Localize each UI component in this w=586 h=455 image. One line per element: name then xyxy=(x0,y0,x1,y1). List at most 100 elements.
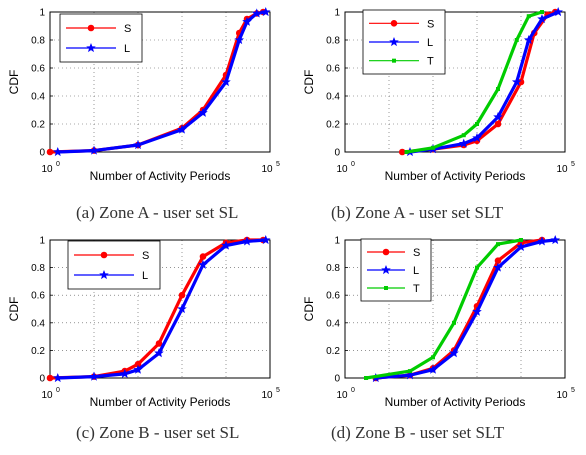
x-tick-label: 10 xyxy=(261,164,273,175)
data-point-S xyxy=(155,340,163,347)
caption-b: (b) Zone A - user set SLT xyxy=(331,203,504,222)
legend-marker-L xyxy=(381,264,391,275)
data-point-S xyxy=(46,374,54,382)
legend: SL xyxy=(67,240,161,290)
series-L xyxy=(52,6,271,157)
x-tick-exponent: 5 xyxy=(571,161,575,168)
y-tick-label: 1 xyxy=(39,236,45,247)
y-axis-label: CDF xyxy=(7,297,21,322)
legend: SL xyxy=(59,13,143,63)
legend: SLT xyxy=(360,238,432,302)
caption-a: (a) Zone A - user set SL xyxy=(76,203,239,222)
y-tick-label: 1 xyxy=(334,236,340,247)
data-point-L xyxy=(119,368,130,378)
x-axis-label: Number of Activity Periods xyxy=(90,169,231,183)
legend-label-L: L xyxy=(413,265,419,277)
caption-d: (d) Zone B - user set SLT xyxy=(331,423,505,442)
data-point-S xyxy=(178,291,186,299)
caption-c: (c) Zone B - user set SL xyxy=(76,423,240,442)
plot-frame xyxy=(49,11,271,153)
y-tick-label: 0.2 xyxy=(326,120,340,131)
legend-label-S: S xyxy=(124,23,131,35)
y-tick-label: 0.8 xyxy=(326,36,340,47)
x-tick-label: 10 xyxy=(261,390,273,401)
data-point-S xyxy=(46,148,54,156)
plot-frame xyxy=(344,11,566,153)
legend-marker-L xyxy=(389,36,399,47)
x-tick-exponent: 5 xyxy=(276,387,280,394)
y-tick-label: 0.6 xyxy=(31,64,45,75)
x-tick-label: 10 xyxy=(41,164,53,175)
series-T xyxy=(363,238,523,380)
data-point-L xyxy=(234,34,245,45)
legend-marker-L xyxy=(99,269,109,280)
y-tick-label: 0.2 xyxy=(31,346,45,357)
data-point-L xyxy=(198,107,208,117)
data-point-L xyxy=(537,236,547,246)
data-point-L xyxy=(405,370,415,380)
data-point-T xyxy=(404,150,409,154)
legend-marker-T xyxy=(384,286,388,290)
data-point-T xyxy=(461,133,466,138)
legend-box xyxy=(67,240,161,290)
y-tick-label: 0.4 xyxy=(31,318,45,329)
data-point-T xyxy=(495,87,500,91)
data-point-T xyxy=(451,320,456,325)
y-axis-label: CDF xyxy=(302,297,316,322)
y-tick-label: 1 xyxy=(334,8,340,19)
legend-marker-S xyxy=(87,24,95,32)
data-point-T xyxy=(407,369,412,374)
y-tick-label: 0.4 xyxy=(326,318,340,329)
series-T xyxy=(404,10,544,154)
series-line-L xyxy=(57,238,266,380)
y-axis-label: CDF xyxy=(7,70,21,95)
data-point-L xyxy=(260,6,271,17)
legend-label-L: L xyxy=(124,43,130,55)
data-point-T xyxy=(495,242,500,247)
data-point-L xyxy=(177,124,187,134)
x-tick-exponent: 0 xyxy=(56,161,60,168)
data-point-T xyxy=(539,10,544,14)
plot-frame xyxy=(344,239,566,379)
y-tick-label: 0.2 xyxy=(326,346,340,357)
legend-label-L: L xyxy=(142,270,148,282)
y-tick-label: 0.8 xyxy=(326,263,340,274)
x-tick-label: 10 xyxy=(336,390,348,401)
data-point-L xyxy=(52,372,63,383)
x-tick-label: 10 xyxy=(556,164,568,175)
data-point-T xyxy=(519,238,523,242)
x-tick-label: 10 xyxy=(336,164,348,175)
data-point-T xyxy=(475,122,479,126)
data-point-L xyxy=(472,306,482,316)
x-axis-label: Number of Activity Periods xyxy=(385,395,526,409)
data-point-L xyxy=(89,145,99,155)
x-tick-label: 10 xyxy=(41,390,53,401)
data-point-L xyxy=(89,371,99,381)
series-line-T xyxy=(406,10,543,154)
legend-label-L: L xyxy=(427,37,433,49)
y-tick-label: 0.4 xyxy=(31,92,45,103)
x-tick-exponent: 0 xyxy=(351,161,355,168)
x-axis-label: Number of Activity Periods xyxy=(90,395,231,409)
data-point-L xyxy=(516,241,526,251)
y-tick-label: 1 xyxy=(39,8,45,19)
legend-label-S: S xyxy=(427,18,434,30)
data-point-L xyxy=(242,236,252,246)
y-tick-label: 0 xyxy=(39,374,45,385)
x-tick-label: 10 xyxy=(556,390,568,401)
data-point-L xyxy=(537,13,547,24)
y-axis-label: CDF xyxy=(302,70,316,95)
data-point-L xyxy=(52,146,63,157)
x-tick-exponent: 0 xyxy=(351,387,355,394)
data-point-L xyxy=(449,348,459,358)
data-point-T xyxy=(526,14,531,19)
data-point-S xyxy=(199,253,207,260)
data-point-L xyxy=(472,132,482,143)
data-point-L xyxy=(511,76,522,87)
legend-marker-S xyxy=(382,248,390,256)
x-tick-exponent: 5 xyxy=(276,161,280,168)
series-line-L xyxy=(57,10,266,154)
data-point-S xyxy=(398,148,406,156)
